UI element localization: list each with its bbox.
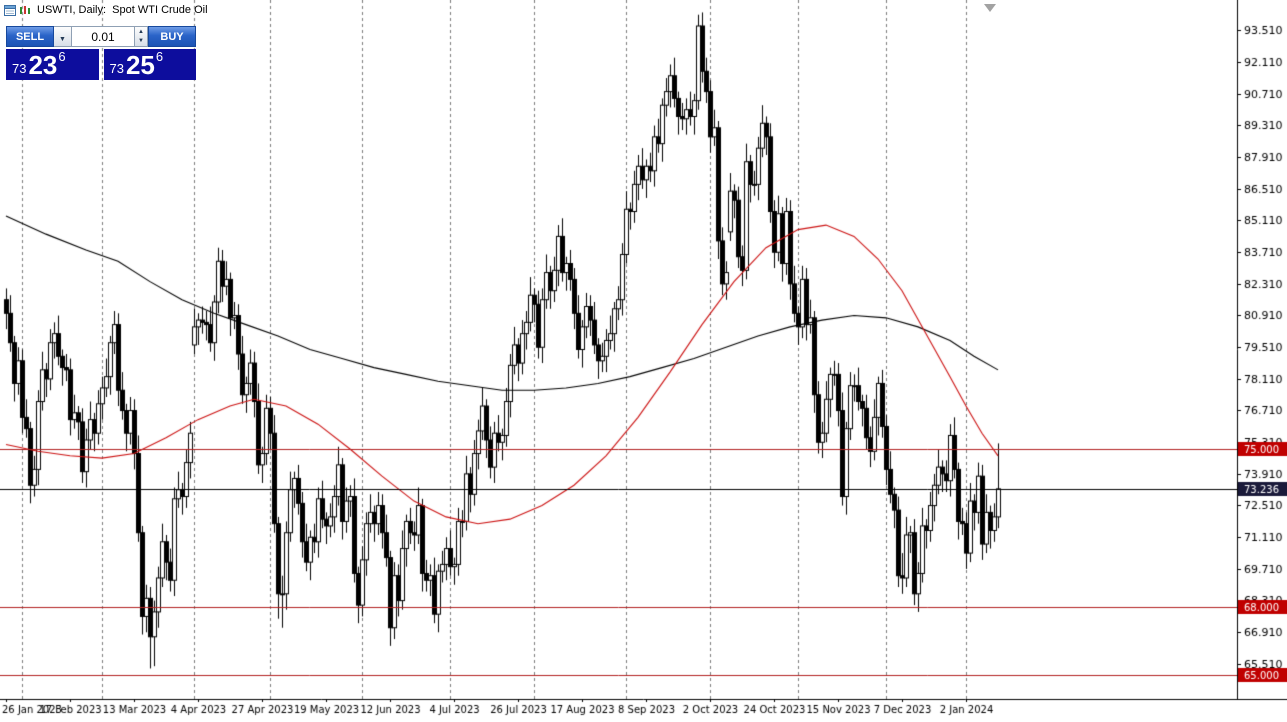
sell-button[interactable]: SELL: [6, 26, 54, 47]
chart-shift-marker[interactable]: [984, 4, 996, 12]
order-controls-row: SELL ▼ 0.01 ▲ ▼ BUY: [6, 26, 196, 47]
symbol-title: USWTI, Daily: Spot WTI Crude Oil: [37, 4, 208, 16]
ask-whole: 73: [109, 61, 124, 76]
volume-spinner: ▲ ▼: [134, 26, 148, 47]
bid-pips: 23: [28, 50, 58, 80]
ask-frac: 6: [155, 49, 164, 64]
one-click-trading-panel: SELL ▼ 0.01 ▲ ▼ BUY 73 23 6 73 25 6: [6, 26, 196, 80]
symbol-bar: USWTI, Daily: Spot WTI Crude Oil: [4, 4, 208, 16]
bid-whole: 73: [12, 61, 27, 76]
volume-input[interactable]: 0.01: [72, 26, 134, 47]
spinner-down-icon: ▼: [138, 38, 144, 45]
volume-increase-button[interactable]: ▲: [135, 27, 147, 37]
chart-window-icon[interactable]: [4, 4, 16, 16]
ask-price-button[interactable]: 73 25 6: [103, 49, 196, 80]
volume-decrease-button[interactable]: ▼: [135, 37, 147, 47]
volume-value: 0.01: [91, 29, 115, 44]
quote-row: 73 23 6 73 25 6: [6, 49, 196, 80]
bid-price-button[interactable]: 73 23 6: [6, 49, 99, 80]
candlestick-chart-icon[interactable]: [19, 5, 31, 16]
bid-frac: 6: [58, 49, 66, 64]
ask-pips: 25: [125, 50, 155, 80]
chevron-down-icon: ▼: [59, 36, 66, 43]
spinner-up-icon: ▲: [138, 28, 144, 35]
order-type-dropdown[interactable]: ▼: [54, 26, 72, 47]
buy-button[interactable]: BUY: [148, 26, 196, 47]
